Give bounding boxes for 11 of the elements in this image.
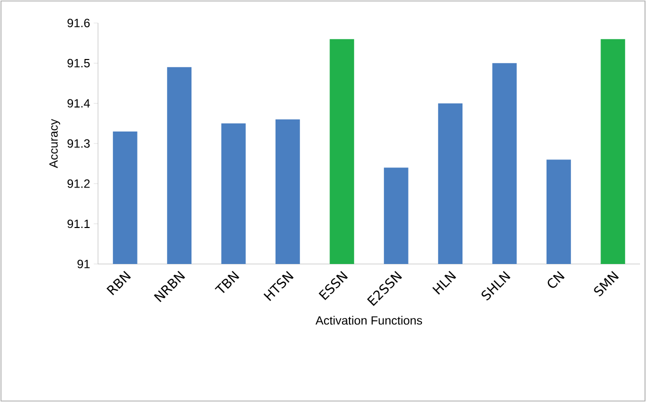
y-tick-label: 91.2 <box>68 179 90 188</box>
x-tick-label: TBN <box>214 270 240 294</box>
y-tick-label: 91 <box>77 260 90 268</box>
x-tick-label: CN <box>548 270 565 288</box>
y-tick-label: 91.4 <box>68 99 90 108</box>
x-axis-title: Activation Functions <box>316 316 422 325</box>
y-tick-label: 91.1 <box>68 220 90 228</box>
y-tick-label: 91.5 <box>68 58 90 68</box>
y-tick-label: 91.3 <box>68 139 90 148</box>
y-tick-label: 91.6 <box>68 18 90 28</box>
y-axis-title: Accuracy <box>49 118 60 168</box>
